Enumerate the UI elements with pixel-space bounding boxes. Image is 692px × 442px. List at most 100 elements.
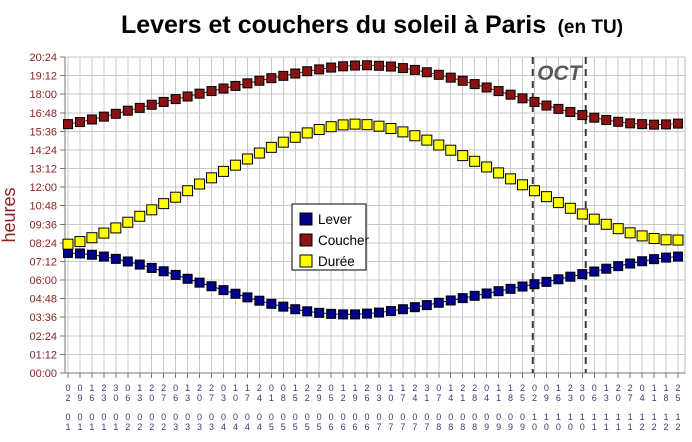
marker-durée	[433, 139, 445, 151]
x-tick-label: 3	[197, 422, 202, 432]
marker-durée	[528, 185, 540, 197]
x-tick-label: 2	[65, 393, 70, 403]
x-tick-label: 0	[496, 412, 501, 422]
x-tick-label: 2	[137, 422, 142, 432]
x-tick-label: 8	[448, 422, 453, 432]
x-tick-label: 0	[113, 393, 118, 403]
plot-area: 00:00 01:12 02:24 03:36 04:48 06:00 07:12 08:24…	[29, 52, 686, 432]
x-tick-label: 3	[568, 393, 573, 403]
x-tick-label: 8	[664, 393, 669, 403]
marker-durée	[636, 230, 648, 242]
legend-label-lever: Lever	[318, 212, 352, 227]
x-tick-label: 4	[257, 422, 262, 432]
y-tick-label: 18:00	[29, 89, 57, 101]
marker-durée	[564, 202, 576, 214]
x-tick-label: 0	[436, 412, 441, 422]
marker-durée	[624, 227, 636, 239]
marker-coucher	[469, 79, 480, 90]
x-tick-label: 6	[341, 422, 346, 432]
marker-durée	[373, 120, 385, 132]
marker-lever	[493, 286, 504, 297]
marker-coucher	[242, 78, 253, 89]
marker-lever	[242, 292, 253, 303]
marker-lever	[589, 266, 600, 277]
y-tick-label: 12:00	[29, 182, 57, 194]
y-tick-label: 19:12	[29, 71, 57, 83]
legend-swatch-coucher	[299, 233, 313, 247]
x-tick-label: 4	[484, 393, 489, 403]
x-tick-label: 3	[185, 422, 190, 432]
y-tick-label: 07:12	[29, 256, 57, 268]
x-tick-label: 0	[544, 383, 549, 393]
x-tick-label: 2	[305, 383, 310, 393]
marker-lever	[541, 276, 552, 287]
marker-lever	[517, 281, 528, 292]
x-tick-label: 1	[400, 383, 405, 393]
x-tick-label: 1	[568, 412, 573, 422]
x-tick-label: 1	[113, 422, 118, 432]
x-tick-label: 0	[484, 412, 489, 422]
marker-durée	[445, 144, 457, 156]
x-tick-label: 2	[209, 383, 214, 393]
x-tick-label: 2	[675, 383, 680, 393]
series-line-lever	[67, 252, 679, 315]
marker-durée	[337, 119, 349, 131]
x-tick-label: 6	[365, 422, 370, 432]
x-tick-label: 1	[604, 383, 609, 393]
x-tick-label: 7	[245, 393, 250, 403]
marker-coucher	[385, 61, 396, 72]
x-tick-label: 1	[532, 412, 537, 422]
x-tick-label: 9	[484, 422, 489, 432]
marker-coucher	[266, 73, 277, 84]
marker-coucher	[553, 103, 564, 114]
x-tick-label: 1	[65, 422, 70, 432]
marker-lever	[98, 251, 109, 262]
x-tick-label: 2	[412, 383, 417, 393]
marker-lever	[613, 261, 624, 272]
y-axis-title: heures	[0, 187, 19, 242]
x-tick-label: 1	[544, 412, 549, 422]
marker-coucher	[589, 112, 600, 123]
marker-coucher	[433, 69, 444, 80]
marker-lever	[565, 271, 576, 282]
x-tick-label: 1	[293, 383, 298, 393]
x-tick-label: 8	[472, 393, 477, 403]
x-tick-label: 1	[664, 383, 669, 393]
marker-durée	[265, 141, 277, 153]
y-tick-label: 01:12	[29, 349, 57, 361]
marker-durée	[86, 232, 98, 244]
x-tick-label: 0	[568, 422, 573, 432]
marker-lever	[553, 274, 564, 285]
marker-coucher	[481, 82, 492, 93]
x-tick-label: 4	[412, 393, 417, 403]
x-tick-label: 1	[341, 383, 346, 393]
marker-lever	[74, 248, 85, 259]
marker-durée	[134, 210, 146, 222]
marker-coucher	[314, 64, 325, 75]
marker-lever	[338, 309, 349, 320]
marker-lever	[146, 262, 157, 273]
marker-coucher	[206, 86, 217, 97]
marker-durée	[301, 127, 313, 139]
marker-coucher	[122, 105, 133, 116]
x-tick-label: 2	[197, 383, 202, 393]
legend-label-coucher: Coucher	[318, 233, 370, 248]
marker-lever	[254, 295, 265, 306]
x-tick-label: 0	[77, 383, 82, 393]
marker-lever	[230, 288, 241, 299]
x-tick-label: 0	[293, 412, 298, 422]
marker-durée	[612, 223, 624, 235]
x-tick-label: 0	[197, 412, 202, 422]
x-tick-label: 2	[616, 383, 621, 393]
x-tick-label: 9	[520, 422, 525, 432]
marker-durée	[349, 118, 361, 130]
x-tick-label: 4	[221, 422, 226, 432]
marker-lever	[481, 288, 492, 299]
marker-coucher	[397, 63, 408, 74]
x-tick-label: 8	[508, 393, 513, 403]
x-tick-label: 7	[412, 422, 417, 432]
x-tick-label: 3	[137, 393, 142, 403]
x-tick-label: 9	[353, 393, 358, 403]
marker-lever	[625, 258, 636, 269]
x-tick-label: 2	[640, 422, 645, 432]
